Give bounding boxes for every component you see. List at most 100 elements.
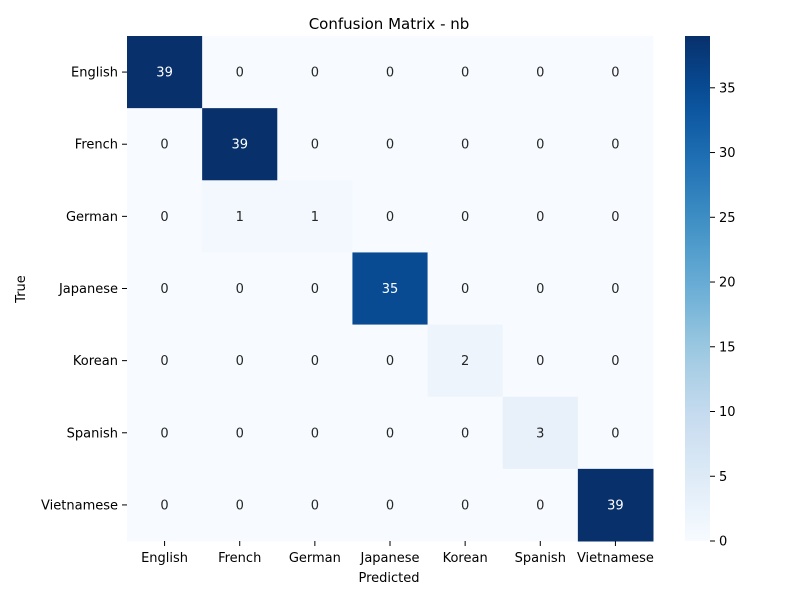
cell-value-label: 0 [536, 282, 544, 297]
heatmap-cell [427, 36, 504, 109]
heatmap-cell [127, 324, 203, 398]
heatmap-cell [277, 180, 353, 253]
cell-value-label: 0 [611, 354, 619, 369]
x-tick-label: Korean [443, 551, 488, 566]
cell-value-label: 0 [536, 66, 544, 81]
heatmap-cell [502, 36, 579, 109]
heatmap-cell [502, 468, 579, 542]
x-tick-label: French [218, 551, 261, 566]
heatmap-cell [352, 180, 429, 253]
cell-value-label: 0 [311, 426, 319, 441]
cell-value-label: 0 [160, 354, 168, 369]
colorbar-ticks: 0 5 10 15 20 25 30 35 [710, 81, 736, 550]
heatmap-cell [427, 324, 504, 398]
heatmap-cell [427, 468, 504, 542]
heatmap-cell [502, 324, 579, 398]
cell-value-label: 0 [160, 282, 168, 297]
y-tick-label: English [71, 66, 118, 81]
cell-value-label: 0 [160, 426, 168, 441]
heatmap-cell [202, 36, 278, 109]
y-tick-label: German [66, 210, 118, 225]
colorbar-tick-label: 20 [719, 276, 736, 291]
heatmap-cell [427, 180, 504, 253]
heatmap-cell [127, 396, 203, 470]
cell-value-label: 0 [536, 210, 544, 225]
cell-value-label: 1 [236, 210, 244, 225]
heatmap-cell [427, 108, 504, 181]
colorbar-tick-label: 15 [719, 340, 736, 355]
cell-value-label: 0 [536, 354, 544, 369]
x-axis-ticks: English French German Japanese Korean Spanish… [141, 541, 654, 566]
x-tick-label: German [289, 551, 341, 566]
cell-value-label: 0 [236, 282, 244, 297]
heatmap-cell [502, 108, 579, 181]
cell-value-label: 0 [461, 210, 469, 225]
cell-value-label: 0 [236, 66, 244, 81]
cell-value-label: 0 [611, 66, 619, 81]
chart-title: Confusion Matrix - nb [309, 15, 470, 33]
heatmap-cell [577, 468, 654, 542]
cell-value-label: 2 [461, 354, 469, 369]
cell-value-label: 0 [311, 66, 319, 81]
cell-value-label: 0 [386, 354, 394, 369]
heatmap-cell [202, 468, 278, 542]
heatmap-cell [277, 36, 353, 109]
cell-value-label: 0 [461, 138, 469, 153]
cell-value-label: 0 [311, 282, 319, 297]
heatmap-cell [352, 36, 429, 109]
heatmap-cell [127, 36, 203, 109]
y-tick-label: Spanish [67, 426, 118, 441]
cell-value-label: 39 [607, 498, 624, 513]
cell-value-label: 0 [386, 210, 394, 225]
cell-value-label: 0 [611, 210, 619, 225]
heatmap-cell [277, 324, 353, 398]
cell-value-label: 0 [461, 66, 469, 81]
cell-value-label: 0 [611, 426, 619, 441]
heatmap-cell [202, 252, 278, 326]
cell-value-label: 0 [311, 138, 319, 153]
cell-value-label: 0 [461, 498, 469, 513]
heatmap-cell [577, 36, 654, 109]
y-tick-label: Korean [73, 354, 118, 369]
heatmap-cell [277, 252, 353, 326]
x-tick-label: Japanese [359, 551, 419, 566]
y-tick-label: Vietnamese [41, 498, 118, 513]
colorbar-tick-label: 10 [719, 405, 736, 420]
y-tick-label: Japanese [58, 282, 118, 297]
colorbar-tick-label: 5 [719, 470, 727, 485]
cell-value-label: 39 [231, 138, 248, 153]
y-axis-label: True [14, 275, 29, 304]
colorbar-tick-label: 30 [719, 146, 736, 161]
cell-value-label: 35 [382, 282, 399, 297]
heatmap-cell [577, 324, 654, 398]
cell-value-label: 0 [386, 66, 394, 81]
cell-value-label: 0 [236, 498, 244, 513]
heatmap-cell [577, 252, 654, 326]
heatmap-cell [577, 108, 654, 181]
cell-value-label: 0 [461, 426, 469, 441]
heatmap-cell [127, 252, 203, 326]
cell-value-label: 1 [311, 210, 319, 225]
cell-value-label: 0 [611, 138, 619, 153]
cell-value-label: 0 [536, 138, 544, 153]
cell-value-label: 0 [386, 426, 394, 441]
cell-value-label: 0 [536, 498, 544, 513]
colorbar-tick-label: 35 [719, 81, 736, 96]
x-tick-label: Spanish [515, 551, 566, 566]
cell-value-label: 0 [160, 138, 168, 153]
heatmap-cell [277, 108, 353, 181]
y-axis-ticks: English French German Japanese Korean Spanish… [41, 66, 127, 513]
heatmap-cell [427, 252, 504, 326]
heatmap-cell [202, 396, 278, 470]
heatmap-cell [577, 396, 654, 470]
cell-value-label: 39 [156, 66, 173, 81]
heatmap-cell [202, 108, 278, 181]
cell-value-label: 0 [386, 138, 394, 153]
heatmap-cell [577, 180, 654, 253]
heatmap-cell [127, 108, 203, 181]
colorbar-tick-label: 25 [719, 211, 736, 226]
cell-value-label: 0 [160, 210, 168, 225]
y-tick-label: French [75, 138, 118, 153]
heatmap-cell [502, 252, 579, 326]
